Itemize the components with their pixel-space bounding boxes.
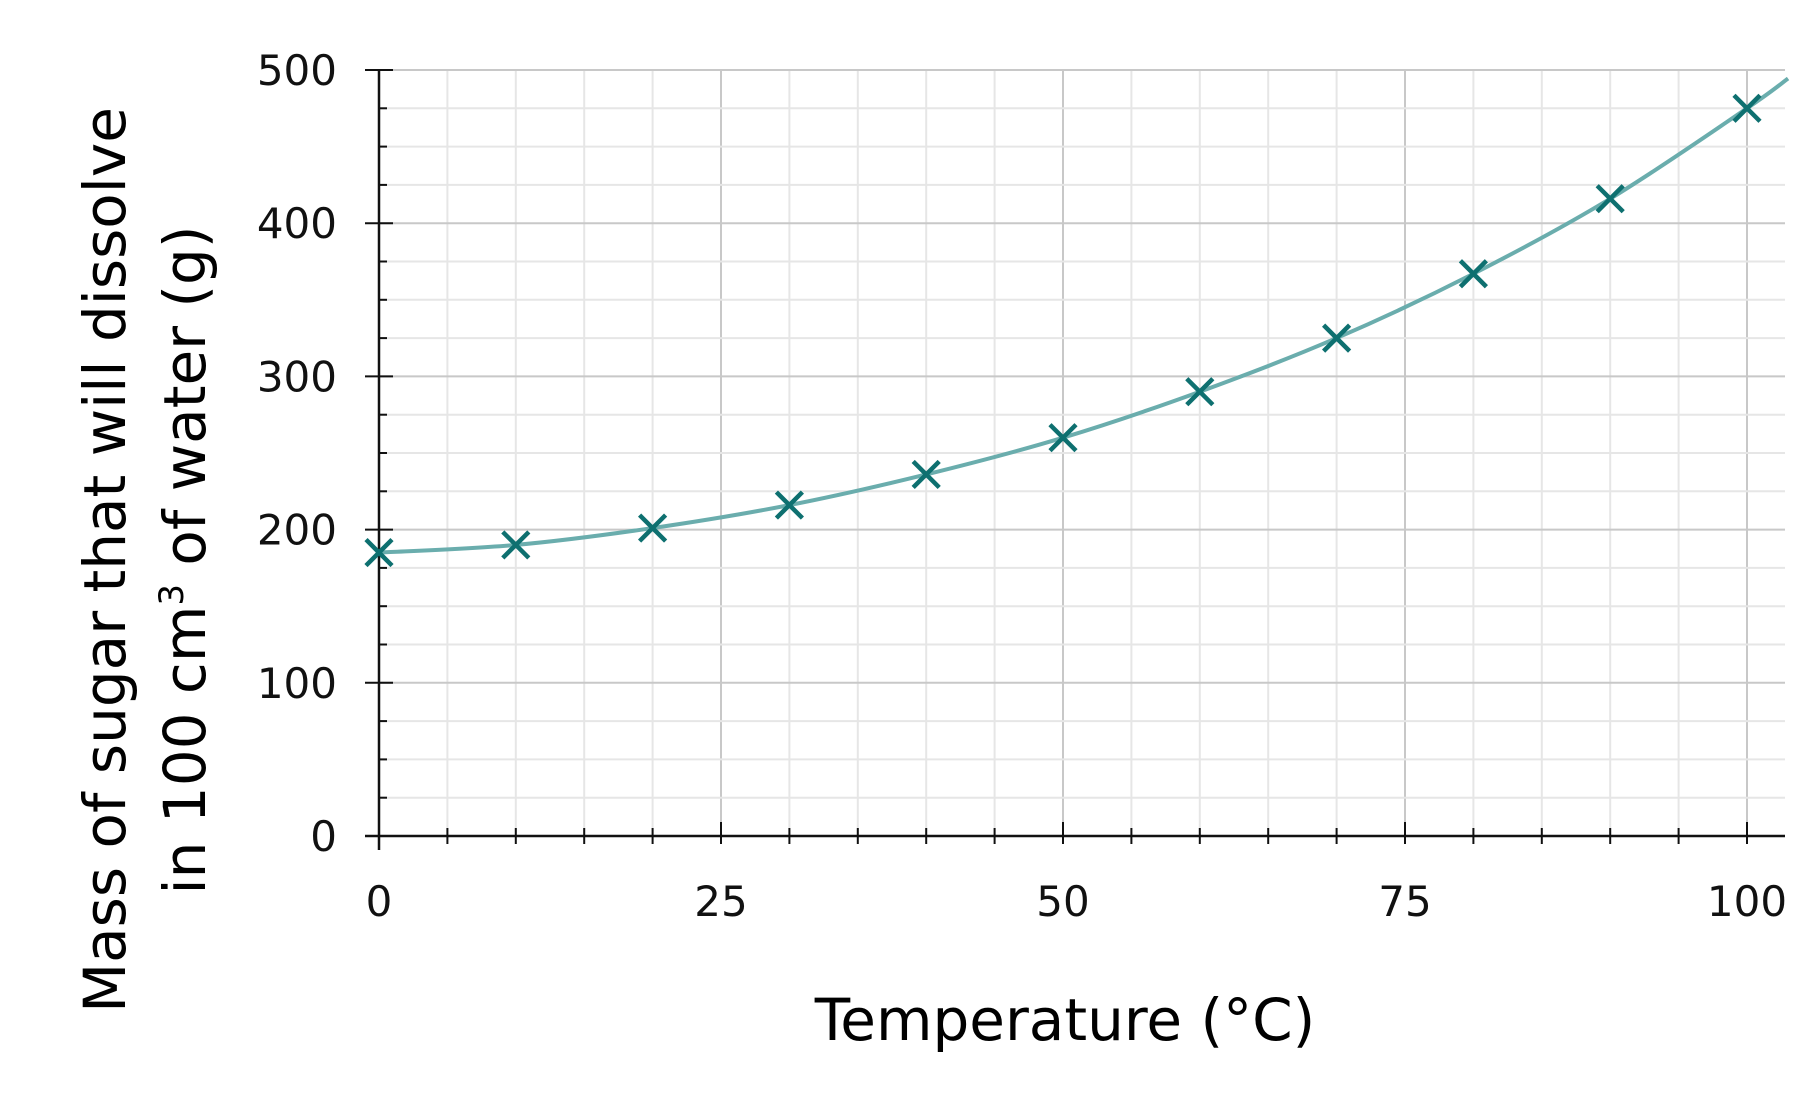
cross-marker-shape bbox=[1732, 93, 1762, 123]
cross-marker-shape bbox=[638, 513, 668, 543]
cross-marker bbox=[911, 459, 941, 490]
cross-marker bbox=[1185, 377, 1215, 407]
y-tick-label: 400 bbox=[257, 199, 337, 248]
cross-marker-shape bbox=[364, 537, 394, 568]
cross-marker bbox=[1732, 93, 1762, 123]
cross-marker-shape bbox=[1322, 323, 1352, 353]
x-tick-label: 100 bbox=[1707, 877, 1787, 926]
y-tick-label: 300 bbox=[257, 352, 337, 401]
series-curve bbox=[378, 76, 1790, 555]
grid bbox=[379, 69, 1785, 836]
cross-marker-shape bbox=[1458, 259, 1488, 289]
y-axis-title-line2: in 100 cm3 of water (g) bbox=[151, 225, 219, 894]
axes bbox=[365, 69, 1785, 850]
cross-marker-shape bbox=[774, 490, 804, 520]
cross-marker-shape bbox=[1048, 423, 1078, 453]
x-tick-label: 75 bbox=[1378, 877, 1431, 926]
y-axis-title-line1: Mass of sugar that will dissolve bbox=[71, 107, 139, 1013]
cross-marker-shape bbox=[501, 530, 531, 560]
cross-marker-shape bbox=[1595, 184, 1625, 214]
x-tick-label: 50 bbox=[1036, 877, 1089, 926]
cross-marker bbox=[638, 513, 668, 543]
x-axis-title: Temperature (°C) bbox=[814, 986, 1316, 1054]
cross-marker bbox=[364, 537, 394, 568]
cross-marker bbox=[774, 490, 804, 520]
cross-marker bbox=[1322, 323, 1352, 353]
x-tick-label: 0 bbox=[366, 877, 393, 926]
y-tick-label: 500 bbox=[257, 46, 337, 95]
series-line bbox=[378, 76, 1790, 555]
y-axis-title: Mass of sugar that will dissolve in 100 … bbox=[71, 107, 219, 1013]
cross-marker bbox=[1595, 184, 1625, 214]
cross-marker-shape bbox=[1185, 377, 1215, 407]
data-markers bbox=[364, 93, 1762, 568]
cross-marker bbox=[1458, 259, 1488, 289]
cross-marker bbox=[1048, 423, 1078, 453]
y-tick-label: 100 bbox=[257, 659, 337, 708]
cross-marker-shape bbox=[911, 459, 941, 490]
y-tick-label: 0 bbox=[310, 812, 337, 861]
x-tick-label: 25 bbox=[694, 877, 747, 926]
y-tick-label: 200 bbox=[257, 506, 337, 555]
cross-marker bbox=[501, 530, 531, 560]
tick-labels: 0 25 50 75 100 0 100 200 300 400 500 bbox=[257, 46, 1787, 926]
